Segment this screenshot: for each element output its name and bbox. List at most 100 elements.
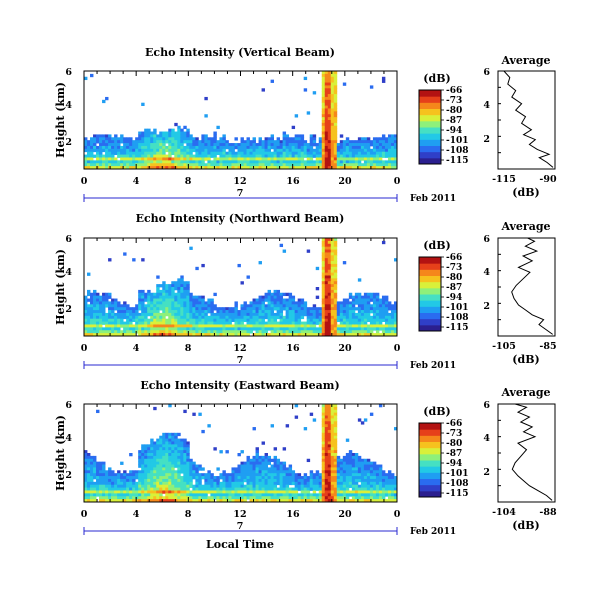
heatmap-cell [99,481,103,486]
heatmap-cell [93,137,97,141]
heatmap-cell [153,148,157,153]
heatmap-cell [324,409,329,414]
heatmap-cell [192,412,196,416]
heatmap-cell [252,484,256,488]
heatmap-cell [141,151,145,155]
heatmap-cell [324,88,329,92]
heatmap-cell [165,444,169,448]
heatmap-cell [111,499,115,502]
heatmap-cell [297,321,302,325]
heatmap-cell [387,140,392,144]
heatmap-cell [312,333,317,336]
heatmap-cell [186,461,190,465]
heatmap-cell [354,496,359,500]
heatmap-cell [210,327,214,331]
heatmap-cell [264,470,268,474]
heatmap-cell [168,289,172,294]
heatmap-cell [171,490,175,494]
heatmap-cell [369,298,374,302]
heatmap-cell [327,476,332,480]
heatmap-cell [192,470,196,474]
heatmap-cell [168,160,172,164]
heatmap-cell [321,114,326,118]
heatmap-cell [240,461,244,465]
colorbar: (dB) -66-73-80-87-94-101-108-115 [418,72,469,166]
heatmap-cell [90,160,94,164]
heatmap-cell [321,108,326,112]
heatmap-cell [327,289,332,294]
heatmap-cell [324,418,329,422]
heatmap-cell [192,157,196,161]
heatmap-cell [252,312,256,317]
heatmap-cell [234,312,238,317]
heatmap-cell [135,487,139,491]
colorbar-tick-label: -115 [446,323,469,333]
heatmap-cell [231,470,235,474]
heatmap-cell [174,481,178,486]
heatmap-cell [210,140,214,144]
heatmap-cell [240,137,244,141]
heatmap-cell [246,324,250,328]
heatmap-cell [126,310,130,314]
heatmap-cell [309,496,314,500]
heatmap-cell [345,487,350,491]
heatmap-cell [378,166,383,169]
heatmap-cell [144,151,148,155]
heatmap-cell [393,484,397,488]
heatmap-cell [225,143,229,147]
profile-y-tick: 4 [483,433,490,444]
heatmap-cell [102,464,106,468]
heatmap-cell [138,154,142,158]
heatmap-cell [258,151,262,155]
heatmap-cell [96,310,100,314]
heatmap-cell [114,324,118,328]
heatmap-cell [264,163,268,167]
heatmap-cell [324,415,329,419]
heatmap-cell [324,438,329,442]
heatmap-cell [327,478,332,483]
heatmap-cell [342,307,347,311]
heatmap-cell [330,307,335,311]
heatmap-cell [117,301,121,305]
heatmap-cell [306,307,311,311]
heatmap-cell [342,315,347,320]
heatmap-cell [357,295,362,299]
heatmap-cell [168,496,172,500]
heatmap-cell [276,473,281,477]
heatmap-cell [141,318,145,322]
heatmap-cell [330,418,335,422]
heatmap-cell [279,327,284,331]
heatmap-cell [141,310,145,314]
heatmap-cell [390,160,395,164]
heatmap-cell [264,461,268,465]
heatmap-cell [267,137,271,141]
heatmap-cell [324,261,329,265]
heatmap-cell [264,464,268,468]
heatmap-cell [264,312,268,317]
heatmap-cell [300,330,305,334]
heatmap-cell [321,404,326,408]
heatmap-cell [93,493,97,497]
heatmap-cell [171,287,175,291]
heatmap-cell [117,140,121,144]
heatmap-cell [291,154,296,158]
heatmap-cell [126,333,130,336]
heatmap-cell [327,261,332,265]
heatmap-cell [168,292,172,297]
heatmap-cell [183,327,187,331]
heatmap-cell [363,166,368,169]
heatmap-cell [231,476,235,480]
heatmap-cell [261,88,265,92]
heatmap-cell [336,476,341,480]
heatmap-cell [303,145,308,150]
heatmap-cell [273,467,278,471]
heatmap-cell [294,301,299,305]
heatmap-cell [87,333,91,336]
heatmap-cell [327,85,332,89]
heatmap-cell [198,304,202,308]
heatmap-cell [189,134,193,138]
heatmap-cell [153,461,157,465]
heatmap-cell [210,163,214,167]
heatmap-cell [117,330,121,334]
heatmap-cell [90,461,94,465]
